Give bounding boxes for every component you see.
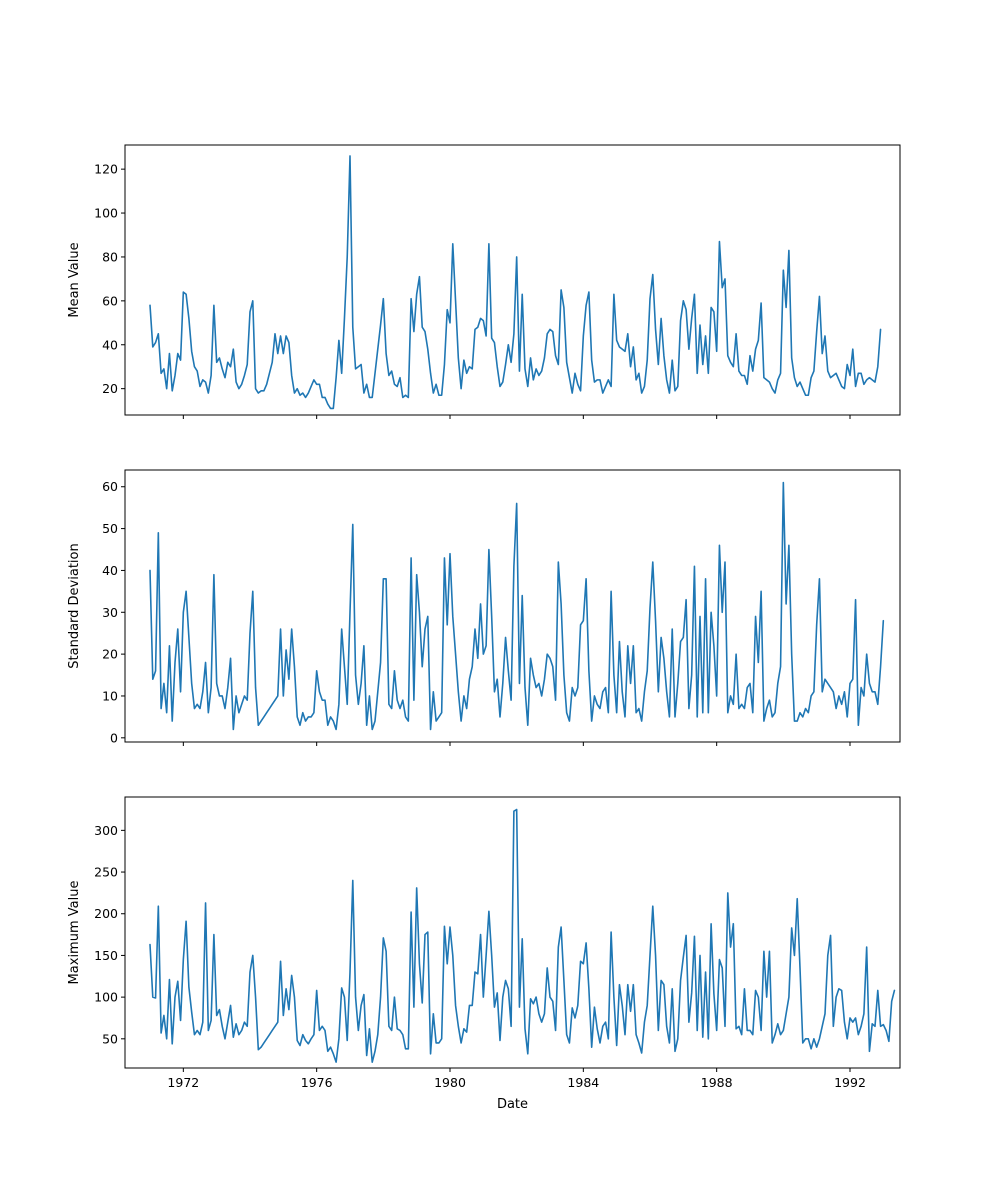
y-tick-label: 50 (102, 1031, 118, 1046)
mean-value-panel: 20 40 60 80 100 120 Mean Value (67, 144, 901, 419)
standard-deviation-panel: 0 10 20 30 40 50 60 Standard Deviation (67, 469, 901, 746)
y-tick-label: 50 (102, 521, 118, 536)
y-tick-label: 150 (94, 948, 118, 963)
x-tick-label: 1976 (301, 1075, 333, 1090)
maximum-value-panel: 50 100 150 200 250 300 1972 1976 1980 1984 1988 199… (67, 796, 901, 1112)
y-tick-label: 20 (102, 381, 118, 396)
y-tick-label: 30 (102, 605, 118, 620)
series-line-0-0 (149, 155, 882, 410)
y-axis-label: Standard Deviation (67, 543, 82, 668)
x-axis-label: Date (497, 1097, 528, 1112)
series-line-1-0 (149, 481, 885, 731)
y-tick-label: 40 (102, 337, 118, 352)
axes-frame (124, 469, 901, 743)
x-tick-label: 1984 (567, 1075, 599, 1090)
y-axis-label: Mean Value (67, 242, 82, 317)
y-tick-label: 10 (102, 688, 118, 703)
axes-frame (124, 144, 901, 416)
x-tick-label: 1992 (834, 1075, 866, 1090)
axes-frame (124, 796, 901, 1069)
x-tick-label: 1988 (701, 1075, 733, 1090)
y-tick-label: 20 (102, 647, 118, 662)
y-tick-label: 60 (102, 479, 118, 494)
y-tick-label: 200 (94, 906, 118, 921)
y-axis-label: Maximum Value (67, 881, 82, 985)
y-tick-label: 300 (94, 823, 118, 838)
x-tick-label: 1980 (434, 1075, 466, 1090)
y-tick-label: 60 (102, 293, 118, 308)
x-tick-label: 1972 (167, 1075, 199, 1090)
y-tick-label: 0 (110, 730, 118, 745)
y-tick-label: 100 (94, 990, 118, 1005)
y-tick-label: 80 (102, 249, 118, 264)
y-tick-label: 120 (94, 162, 118, 177)
series-line-2-0 (149, 808, 896, 1063)
y-tick-label: 40 (102, 563, 118, 578)
y-tick-label: 250 (94, 865, 118, 880)
y-tick-label: 100 (94, 206, 118, 221)
